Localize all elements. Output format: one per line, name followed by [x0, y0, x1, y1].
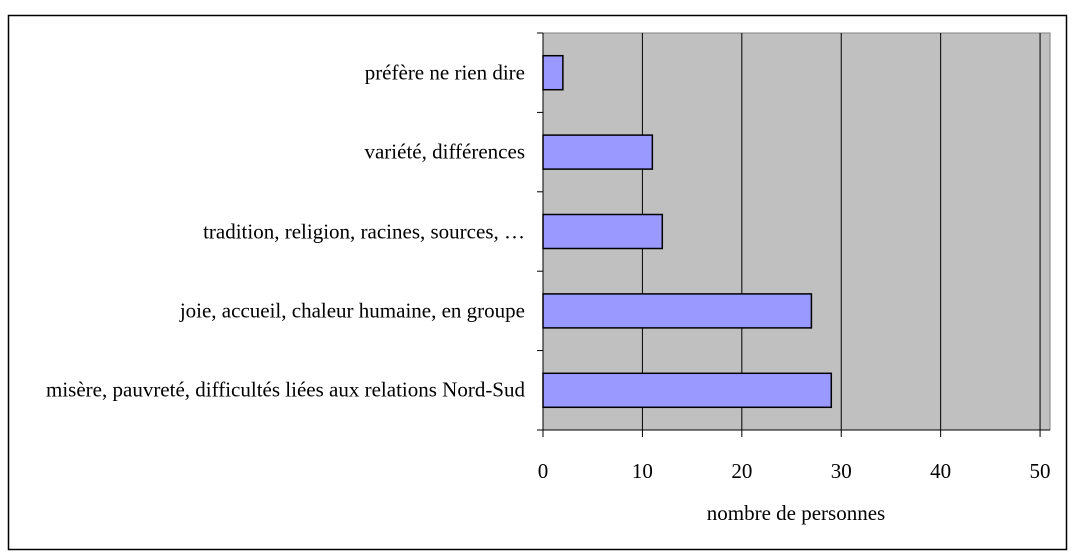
x-tick-label: 50 — [1030, 459, 1051, 483]
bar — [542, 134, 654, 170]
bar — [542, 213, 664, 250]
x-tick-label: 20 — [731, 459, 752, 483]
y-tick-label: joie, accueil, chaleur humaine, en group… — [179, 298, 525, 323]
x-tick-label: 0 — [538, 459, 549, 483]
bar — [542, 372, 833, 409]
bar — [542, 54, 564, 91]
x-tick-label: 30 — [831, 459, 852, 483]
x-tick-label: 10 — [632, 459, 653, 483]
y-tick-label: préfère ne rien dire — [364, 60, 525, 85]
y-tick-label: tradition, religion, racines, sources, … — [203, 219, 525, 243]
x-axis-title: nombre de personnes — [707, 501, 885, 525]
x-tick-label: 40 — [930, 459, 951, 483]
bar — [542, 293, 813, 329]
y-tick-label: misère, pauvreté, difficultés liées aux … — [46, 377, 525, 402]
y-tick-label: variété, différences — [364, 139, 525, 164]
